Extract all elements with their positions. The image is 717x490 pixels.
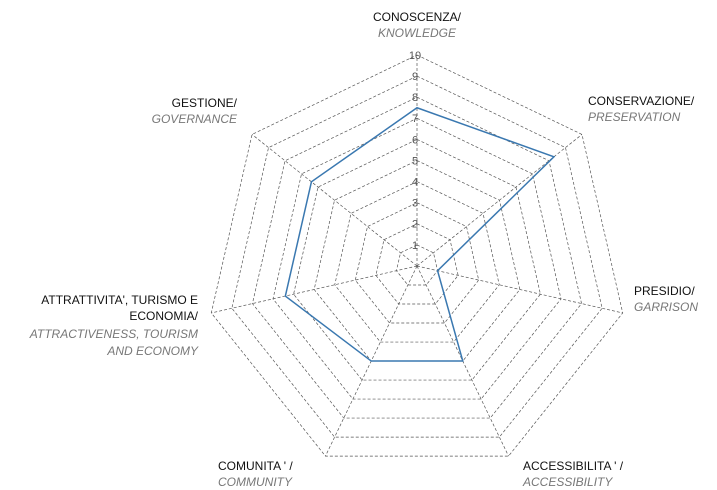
tick-label: 9 — [412, 71, 418, 83]
data-line — [284, 106, 556, 362]
tick-label: 10 — [409, 50, 421, 62]
axis-label: CONOSCENZA/ — [373, 10, 462, 24]
axis-label: PRESIDIO/ — [634, 284, 695, 298]
axis-label: CONSERVAZIONE/ — [588, 94, 695, 108]
axis-label: ATTRATTIVITA', TURISMO E — [41, 293, 198, 307]
axis-label-translation: GARRISON — [634, 300, 698, 314]
spoke — [211, 265, 418, 314]
tick-label: 6 — [412, 134, 418, 146]
spoke — [416, 134, 583, 267]
grid-ring — [231, 75, 603, 438]
axis-label-translation: KNOWLEDGE — [378, 26, 457, 40]
tick-label: 3 — [412, 198, 418, 210]
axis-label: ACCESSIBILITA ' / — [523, 459, 624, 473]
axis-label-translation: ATTRACTIVENESS, TOURISM — [29, 327, 198, 341]
axis-label: ECONOMIA/ — [129, 309, 198, 323]
tick-label: 1 — [412, 240, 418, 252]
grid-ring — [334, 181, 500, 343]
grid-ring — [354, 202, 480, 324]
axis-label-translation: COMMUNITY — [218, 475, 293, 489]
grid-ring — [396, 244, 438, 286]
axis-label-translation: GOVERNANCE — [152, 112, 238, 126]
axis-label-translation: AND ECONOMY — [106, 344, 199, 358]
tick-label: 2 — [412, 219, 418, 231]
tick-label: 7 — [412, 113, 418, 125]
spoke — [251, 134, 418, 267]
axis-label-translation: ACCESSIBILITY — [522, 475, 613, 489]
spoke — [416, 265, 623, 314]
tick-label: 4 — [412, 177, 418, 189]
grid-ring — [272, 117, 562, 400]
tick-label: 8 — [412, 92, 418, 104]
grid-ring — [252, 96, 582, 419]
grid-ring — [293, 139, 541, 381]
grid-ring — [210, 54, 624, 457]
tick-label: 5 — [412, 155, 418, 167]
axis-label-translation: PRESERVATION — [588, 110, 681, 124]
axis-label: GESTIONE/ — [172, 96, 238, 110]
axis-label: COMUNITA ' / — [218, 459, 293, 473]
grid-ring — [375, 223, 459, 305]
